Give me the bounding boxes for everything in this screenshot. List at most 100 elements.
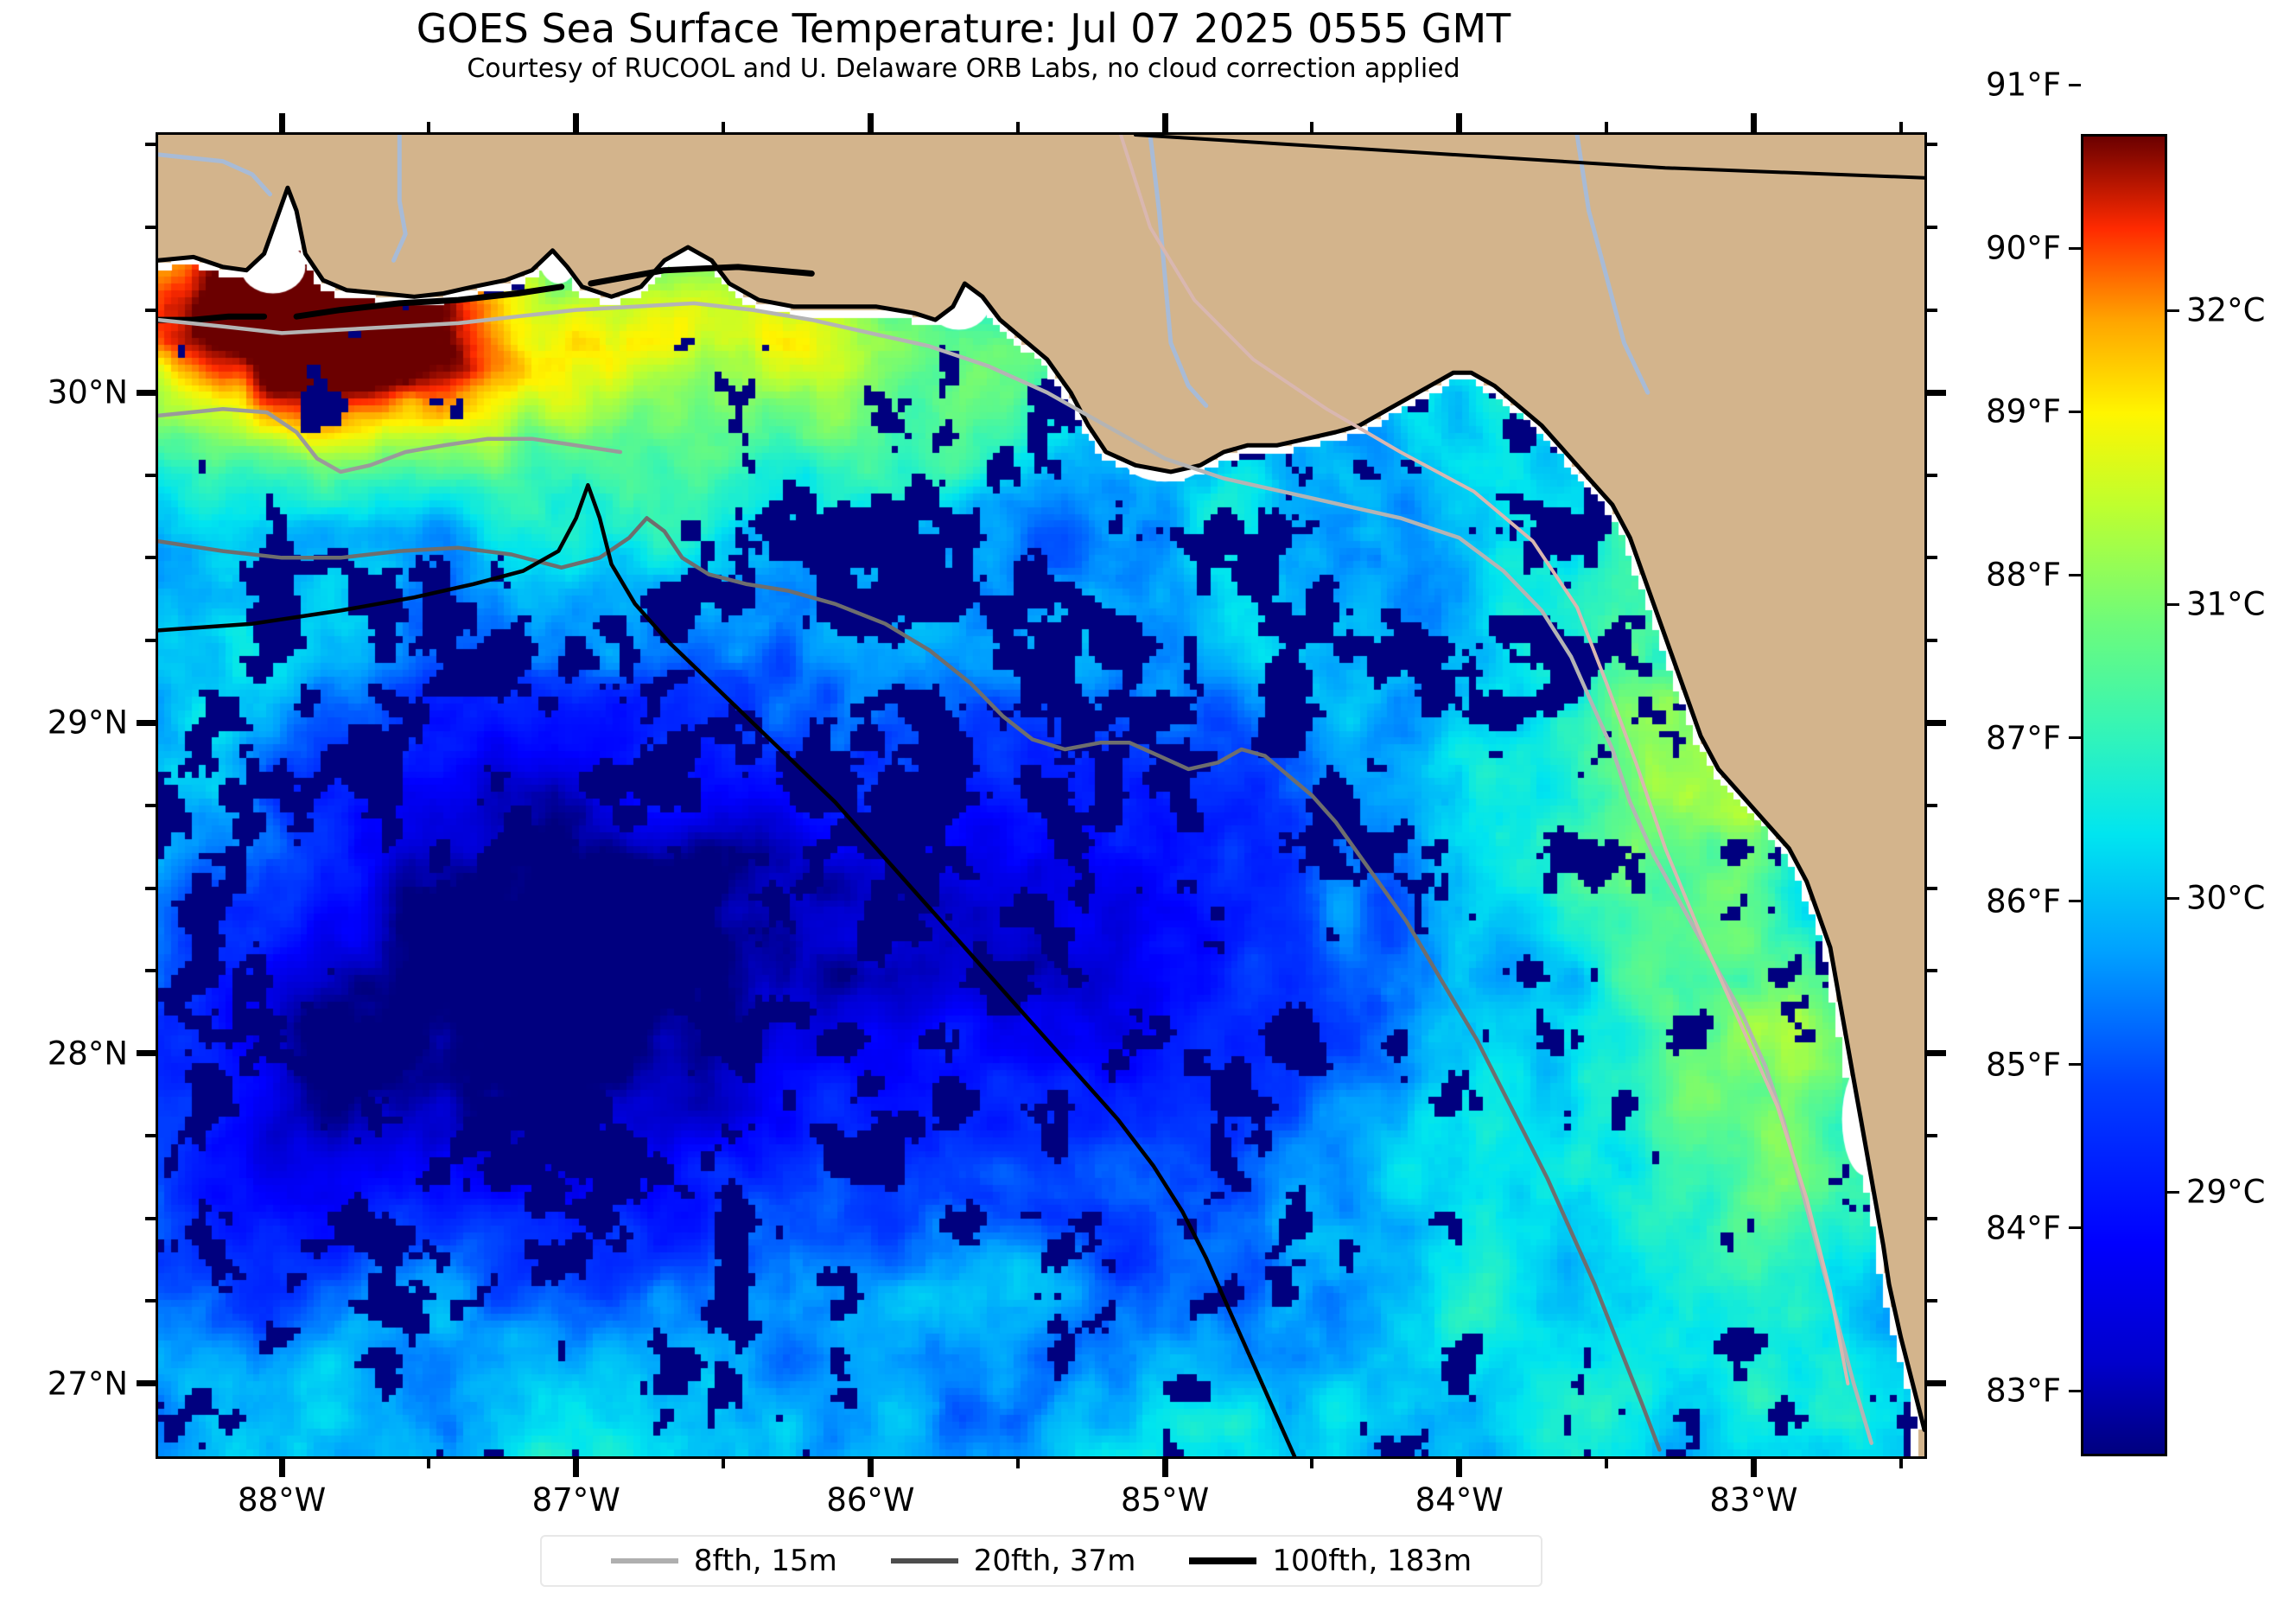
axis-tick-y	[145, 1134, 156, 1138]
axis-tick-x-top	[1605, 122, 1609, 132]
axis-tick-x	[278, 1458, 285, 1477]
axis-tick-y	[145, 308, 156, 312]
river-4	[158, 152, 272, 197]
axis-tick-x-top	[427, 122, 431, 132]
legend-label-20fth: 20fth, 37m	[973, 1544, 1136, 1578]
colorbar-tick-f	[2069, 1226, 2081, 1230]
axis-tick-y	[145, 1299, 156, 1303]
axis-label-y: 28°N	[47, 1035, 128, 1073]
colorbar-label-f: 90°F	[1986, 229, 2061, 267]
river-2	[1148, 135, 1209, 408]
colorbar-label-f: 83°F	[1986, 1372, 2061, 1410]
axis-tick-x	[1605, 1458, 1609, 1468]
axis-tick-y	[145, 556, 156, 560]
axis-tick-y-right	[1927, 969, 1937, 973]
legend-item-8fth[interactable]: 8fth, 15m	[610, 1544, 837, 1578]
axis-label-x: 88°W	[237, 1481, 327, 1519]
colorbar-tick-f	[2069, 900, 2081, 903]
colorbar-tick-c	[2167, 1190, 2179, 1194]
axis-tick-y-right	[1927, 886, 1937, 890]
axis-label-y: 27°N	[47, 1365, 128, 1403]
barrier-island-3	[588, 264, 815, 287]
axis-tick-y-right	[1927, 1134, 1937, 1138]
colorbar-label-f: 86°F	[1986, 882, 2061, 920]
axis-tick-x	[867, 1458, 874, 1477]
legend-label-100fth: 100fth, 183m	[1272, 1544, 1472, 1578]
bathy-contour-8fth	[158, 301, 1873, 1445]
axis-tick-y-right	[1927, 803, 1937, 807]
axis-tick-y-right	[1927, 1216, 1937, 1220]
coastline-100fth	[158, 185, 1924, 1432]
axis-tick-x	[1898, 1458, 1903, 1468]
axis-tick-y	[145, 473, 156, 477]
colorbar-tick-c	[2167, 309, 2179, 312]
axis-tick-y-right	[1927, 308, 1937, 312]
colorbar-tick-f	[2069, 83, 2081, 86]
axis-tick-y	[145, 1216, 156, 1220]
axis-tick-x	[1015, 1458, 1020, 1468]
colorbar-label-f: 85°F	[1986, 1046, 2061, 1084]
axis-tick-x-top	[1898, 122, 1903, 132]
colorbar[interactable]	[2081, 134, 2167, 1456]
colorbar-label-f: 84°F	[1986, 1209, 2061, 1247]
colorbar-tick-f	[2069, 1389, 2081, 1392]
sst-map-plot[interactable]	[156, 132, 1927, 1459]
colorbar-label-c: 32°C	[2186, 291, 2266, 329]
axis-tick-x	[1310, 1458, 1314, 1468]
axis-label-x: 87°W	[531, 1481, 620, 1519]
bathy-contour-20fth	[158, 516, 1662, 1452]
axis-tick-y	[145, 143, 156, 147]
axis-tick-x	[573, 1458, 580, 1477]
axis-tick-y	[137, 1050, 156, 1057]
page-title: GOES Sea Surface Temperature: Jul 07 202…	[416, 5, 1511, 52]
axis-tick-x-top	[1015, 122, 1020, 132]
axis-tick-y-right	[1927, 556, 1937, 560]
map-vector-overlay	[158, 135, 1924, 1456]
legend-swatch-100fth	[1189, 1557, 1257, 1564]
barrier-island-1	[158, 313, 268, 323]
axis-tick-y-right	[1927, 473, 1937, 477]
axis-tick-y	[145, 969, 156, 973]
colorbar-tick-c	[2167, 602, 2179, 606]
river-3	[1574, 135, 1650, 395]
axis-tick-y-right	[1927, 719, 1946, 726]
axis-tick-x-top	[722, 122, 726, 132]
axis-tick-y-right	[1927, 638, 1937, 642]
axis-tick-y-right	[1927, 389, 1946, 396]
axis-tick-y	[145, 886, 156, 890]
axis-tick-x	[1456, 1458, 1463, 1477]
axis-tick-y	[145, 226, 156, 230]
axis-tick-y-right	[1927, 143, 1937, 147]
axis-tick-x-top	[867, 113, 874, 132]
axis-tick-x	[722, 1458, 726, 1468]
legend-swatch-20fth	[890, 1558, 958, 1563]
axis-tick-x	[1161, 1458, 1168, 1477]
inland-reference-line	[1119, 135, 1850, 1385]
axis-tick-y-right	[1927, 1380, 1946, 1387]
colorbar-tick-f	[2069, 736, 2081, 740]
legend-label-8fth: 8fth, 15m	[693, 1544, 837, 1578]
axis-tick-x-top	[1750, 113, 1757, 132]
axis-tick-x-top	[1310, 122, 1314, 132]
page-subtitle: Courtesy of RUCOOL and U. Delaware ORB L…	[467, 54, 1460, 84]
state-boundary	[1134, 135, 1924, 180]
axis-tick-x	[1750, 1458, 1757, 1477]
axis-tick-x-top	[1456, 113, 1463, 132]
axis-tick-y-right	[1927, 226, 1937, 230]
axis-label-x: 83°W	[1709, 1481, 1798, 1519]
axis-tick-x	[427, 1458, 431, 1468]
axis-tick-x-top	[278, 113, 285, 132]
bathy-contour-8fth-west	[158, 407, 623, 474]
legend-item-100fth[interactable]: 100fth, 183m	[1189, 1546, 1472, 1576]
colorbar-label-f: 88°F	[1986, 556, 2061, 594]
axis-tick-x-top	[1161, 113, 1168, 132]
axis-label-x: 86°W	[826, 1481, 915, 1519]
colorbar-label-c: 31°C	[2186, 585, 2266, 623]
axis-label-x: 85°W	[1120, 1481, 1210, 1519]
axis-tick-y	[137, 719, 156, 726]
legend-item-20fth[interactable]: 20fth, 37m	[890, 1544, 1136, 1578]
legend-swatch-8fth	[610, 1558, 678, 1563]
colorbar-label-c: 30°C	[2186, 879, 2266, 917]
colorbar-tick-c	[2167, 896, 2179, 900]
colorbar-label-f: 91°F	[1986, 66, 2061, 104]
